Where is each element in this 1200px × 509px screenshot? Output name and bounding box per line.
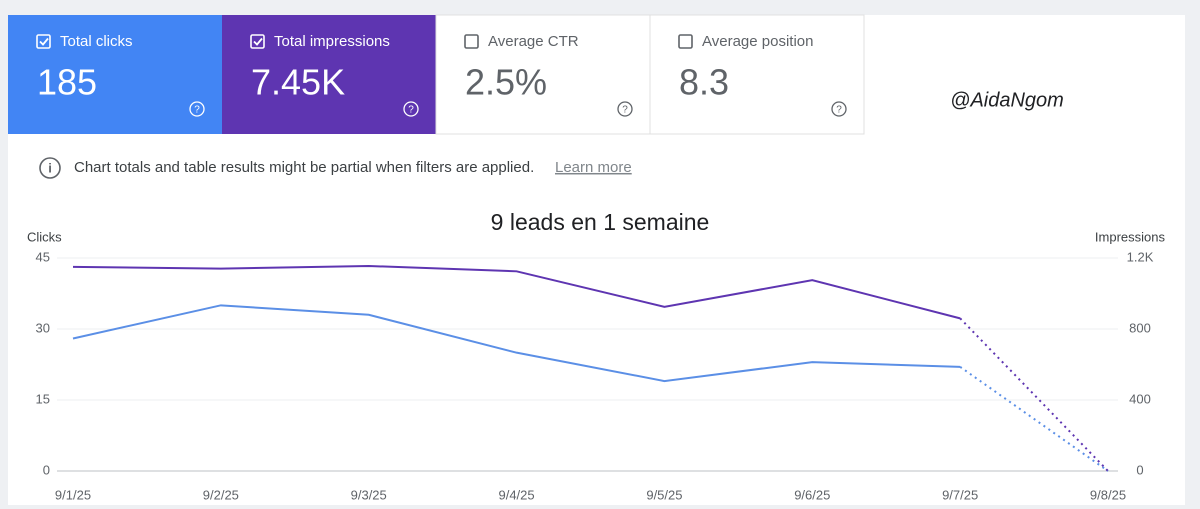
- metric-value: 7.45K: [251, 62, 345, 103]
- metric-value: 8.3: [679, 62, 729, 103]
- y-axis-label: Clicks: [27, 229, 62, 244]
- help-icon: [831, 101, 847, 117]
- checkbox: [464, 34, 479, 49]
- info-icon-glyph: i: [48, 160, 52, 175]
- help-icon: [189, 101, 205, 117]
- y2-tick-label: 400: [1129, 391, 1151, 406]
- series-line-partial: [959, 366, 1109, 472]
- metric-value: 2.5%: [465, 62, 547, 103]
- x-tick-label: 9/2/25: [203, 487, 239, 502]
- watermark: @AidaNgom: [950, 89, 1064, 111]
- info-icon: [39, 157, 61, 179]
- x-tick-label: 9/8/25: [1090, 487, 1126, 502]
- metric-label: Total clicks: [60, 33, 133, 50]
- checkbox: [678, 34, 693, 49]
- x-tick-label: 9/6/25: [794, 487, 830, 502]
- x-tick-label: 9/1/25: [55, 487, 91, 502]
- y2-tick-label: 0: [1136, 462, 1143, 477]
- y2-axis-label: Impressions: [1095, 229, 1166, 244]
- help-icon-glyph: ?: [408, 105, 414, 116]
- checkbox: [36, 34, 51, 49]
- x-tick-label: 9/7/25: [942, 487, 978, 502]
- chart-title: 9 leads en 1 semaine: [491, 209, 710, 235]
- notice-text: Chart totals and table results might be …: [74, 159, 534, 176]
- metric-label: Total impressions: [274, 33, 390, 50]
- y-tick-label: 15: [36, 391, 50, 406]
- series-line: [72, 304, 961, 383]
- y2-tick-label: 800: [1129, 320, 1151, 335]
- help-icon-glyph: ?: [836, 105, 842, 116]
- metric-value: 185: [37, 62, 97, 103]
- help-icon: [617, 101, 633, 117]
- help-icon-glyph: ?: [194, 105, 200, 116]
- metric-label: Average position: [702, 33, 813, 50]
- learn-more-link[interactable]: Learn more: [555, 159, 632, 176]
- checkmark: [39, 37, 49, 46]
- x-tick-label: 9/4/25: [498, 487, 534, 502]
- y-tick-label: 45: [36, 249, 50, 264]
- help-icon: [403, 101, 419, 117]
- y2-tick-label: 1.2K: [1127, 249, 1154, 264]
- help-icon-glyph: ?: [622, 105, 628, 116]
- x-tick-label: 9/5/25: [646, 487, 682, 502]
- series-line: [72, 264, 961, 320]
- y-tick-label: 0: [43, 462, 50, 477]
- checkbox: [250, 34, 265, 49]
- x-tick-label: 9/3/25: [351, 487, 387, 502]
- y-tick-label: 30: [36, 320, 50, 335]
- checkmark: [253, 37, 263, 46]
- metric-label: Average CTR: [488, 33, 579, 50]
